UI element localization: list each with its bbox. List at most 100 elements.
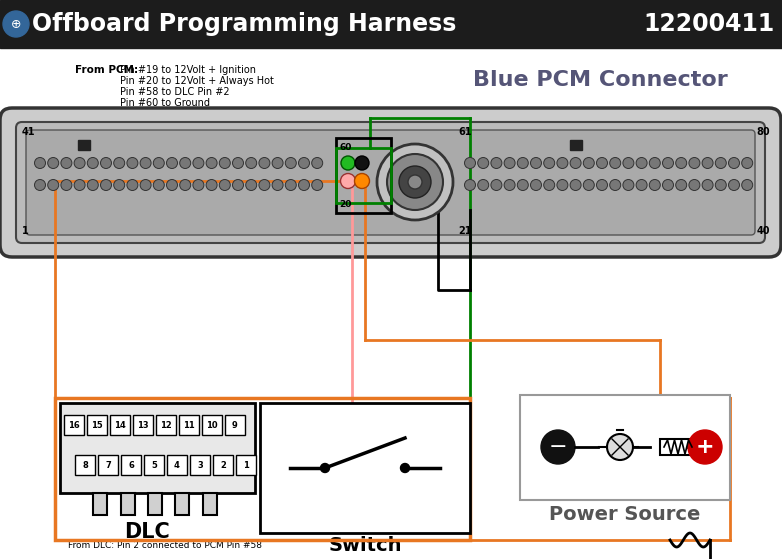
Circle shape bbox=[387, 154, 443, 210]
Circle shape bbox=[636, 158, 647, 168]
Circle shape bbox=[3, 11, 29, 37]
Bar bbox=[336, 138, 391, 213]
Text: 80: 80 bbox=[756, 127, 770, 137]
Bar bbox=[148, 493, 162, 515]
Circle shape bbox=[312, 158, 323, 168]
Circle shape bbox=[729, 179, 740, 191]
Circle shape bbox=[702, 158, 713, 168]
Text: 1: 1 bbox=[243, 462, 249, 471]
Text: 21: 21 bbox=[458, 226, 472, 236]
Circle shape bbox=[716, 158, 726, 168]
Bar bbox=[0, 0, 782, 48]
Text: −: − bbox=[549, 437, 567, 457]
Circle shape bbox=[34, 179, 45, 191]
Circle shape bbox=[113, 158, 124, 168]
Bar bbox=[202, 415, 222, 435]
Circle shape bbox=[689, 158, 700, 168]
Circle shape bbox=[232, 179, 243, 191]
Circle shape bbox=[272, 158, 283, 168]
Circle shape bbox=[321, 463, 329, 472]
Circle shape bbox=[557, 158, 568, 168]
Circle shape bbox=[504, 158, 515, 168]
Circle shape bbox=[285, 179, 296, 191]
Text: Pin #19 to 12Volt + Ignition: Pin #19 to 12Volt + Ignition bbox=[120, 65, 256, 75]
Text: 12: 12 bbox=[160, 421, 172, 430]
Circle shape bbox=[299, 179, 310, 191]
Circle shape bbox=[312, 179, 323, 191]
Circle shape bbox=[219, 158, 231, 168]
Text: 60: 60 bbox=[339, 143, 351, 152]
Text: 11: 11 bbox=[183, 421, 195, 430]
Text: Blue PCM Connector: Blue PCM Connector bbox=[472, 70, 727, 90]
Circle shape bbox=[530, 158, 541, 168]
Bar bbox=[260, 403, 470, 533]
Circle shape bbox=[153, 158, 164, 168]
Circle shape bbox=[246, 158, 256, 168]
Bar bbox=[121, 455, 141, 475]
Circle shape bbox=[206, 179, 217, 191]
Circle shape bbox=[518, 179, 529, 191]
Bar bbox=[121, 493, 135, 515]
Bar bbox=[133, 415, 153, 435]
Circle shape bbox=[478, 158, 489, 168]
Text: ⊕: ⊕ bbox=[11, 17, 21, 31]
Circle shape bbox=[355, 156, 369, 170]
Bar bbox=[570, 140, 582, 150]
Circle shape bbox=[662, 179, 673, 191]
Circle shape bbox=[491, 158, 502, 168]
Circle shape bbox=[127, 179, 138, 191]
Circle shape bbox=[478, 179, 489, 191]
Circle shape bbox=[167, 158, 178, 168]
FancyBboxPatch shape bbox=[16, 122, 765, 243]
Circle shape bbox=[206, 158, 217, 168]
Bar bbox=[236, 455, 256, 475]
Circle shape bbox=[377, 144, 453, 220]
Circle shape bbox=[113, 179, 124, 191]
Text: 5: 5 bbox=[151, 462, 157, 471]
Circle shape bbox=[101, 179, 112, 191]
Circle shape bbox=[48, 158, 59, 168]
Circle shape bbox=[610, 158, 621, 168]
Circle shape bbox=[341, 156, 355, 170]
Bar bbox=[179, 415, 199, 435]
Circle shape bbox=[636, 179, 647, 191]
Circle shape bbox=[127, 158, 138, 168]
Text: Pin #20 to 12Volt + Always Hot: Pin #20 to 12Volt + Always Hot bbox=[120, 76, 274, 86]
Circle shape bbox=[272, 179, 283, 191]
Circle shape bbox=[583, 158, 594, 168]
Circle shape bbox=[180, 158, 191, 168]
Text: +: + bbox=[696, 437, 714, 457]
Circle shape bbox=[88, 158, 99, 168]
Circle shape bbox=[465, 158, 475, 168]
Bar bbox=[175, 493, 189, 515]
Text: 1: 1 bbox=[22, 226, 29, 236]
Circle shape bbox=[623, 179, 634, 191]
Text: 20: 20 bbox=[339, 200, 351, 209]
Text: 41: 41 bbox=[22, 127, 35, 137]
Bar bbox=[144, 455, 164, 475]
Text: Pin #60 to Ground: Pin #60 to Ground bbox=[120, 98, 210, 108]
Circle shape bbox=[583, 179, 594, 191]
Circle shape bbox=[518, 158, 529, 168]
Circle shape bbox=[259, 179, 270, 191]
Text: Switch: Switch bbox=[328, 536, 402, 555]
Circle shape bbox=[259, 158, 270, 168]
Text: Offboard Programming Harness: Offboard Programming Harness bbox=[32, 12, 457, 36]
Circle shape bbox=[649, 158, 660, 168]
Circle shape bbox=[399, 166, 431, 198]
Circle shape bbox=[741, 158, 753, 168]
Circle shape bbox=[504, 179, 515, 191]
Circle shape bbox=[716, 179, 726, 191]
Circle shape bbox=[340, 173, 356, 188]
Text: Pin #58 to DLC Pin #2: Pin #58 to DLC Pin #2 bbox=[120, 87, 230, 97]
Circle shape bbox=[729, 158, 740, 168]
Bar bbox=[60, 403, 255, 493]
Circle shape bbox=[140, 158, 151, 168]
Circle shape bbox=[662, 158, 673, 168]
Bar bbox=[64, 415, 84, 435]
Circle shape bbox=[140, 179, 151, 191]
Circle shape bbox=[688, 430, 722, 464]
Circle shape bbox=[74, 179, 85, 191]
Circle shape bbox=[623, 158, 634, 168]
Circle shape bbox=[285, 158, 296, 168]
